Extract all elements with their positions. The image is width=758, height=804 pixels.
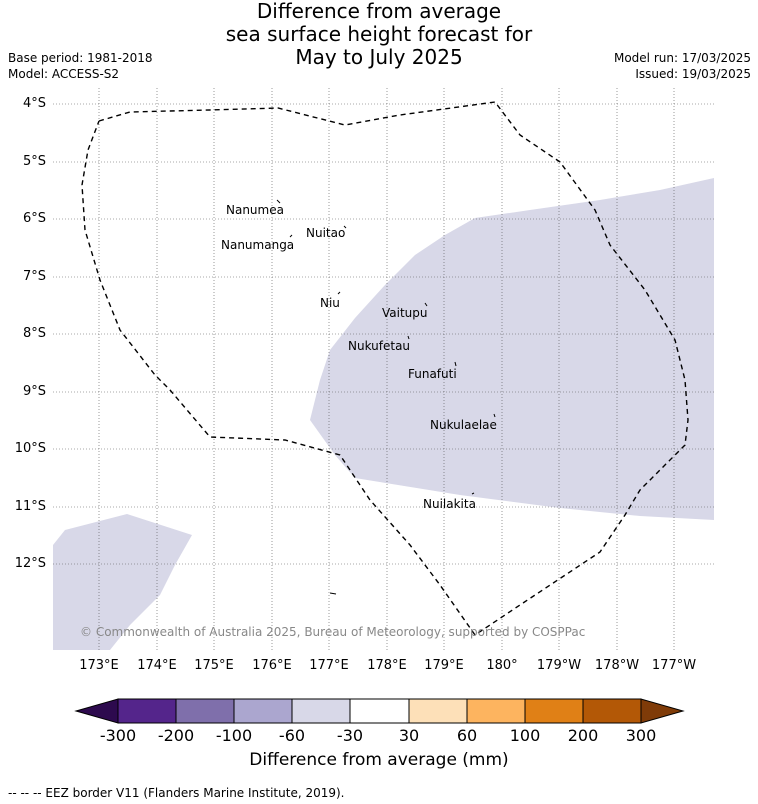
colorbar-tick: -300 xyxy=(99,726,137,745)
anomaly-region-east xyxy=(310,178,714,520)
colorbar-tick: 100 xyxy=(509,726,541,745)
lon-label-177w: 177°W xyxy=(651,658,697,673)
colorbar-tick: 300 xyxy=(625,726,657,745)
lon-label-174e: 174°E xyxy=(137,658,177,673)
place-vaitupu: Vaitupu xyxy=(382,306,428,320)
place-nukufetau: Nukufetau xyxy=(348,339,411,353)
colorbar-extend-high xyxy=(640,698,685,724)
colorbar-bin-1 xyxy=(117,698,177,724)
colorbar-tick: -60 xyxy=(278,726,306,745)
place-nanumea: Nanumea xyxy=(226,203,284,217)
colorbar-bin-3 xyxy=(233,698,293,724)
lon-label-177e: 177°E xyxy=(309,658,349,673)
colorbar-tick: -200 xyxy=(157,726,195,745)
island-marks xyxy=(276,199,496,595)
place-funafuti: Funafuti xyxy=(408,367,457,381)
lat-label-4s: 4°S xyxy=(22,96,46,111)
copyright-notice: © Commonwealth of Australia 2025, Bureau… xyxy=(80,625,586,639)
colorbar-bin-4 xyxy=(291,698,351,724)
gridlines xyxy=(53,88,714,650)
colorbar-bin-2 xyxy=(175,698,235,724)
lon-label-178w: 178°W xyxy=(594,658,640,673)
lon-label-179e: 179°E xyxy=(424,658,464,673)
lat-label-5s: 5°S xyxy=(22,154,46,169)
title-line-2: sea surface height forecast for xyxy=(225,22,533,46)
eez-legend-note: -- -- -- EEZ border V11 (Flanders Marine… xyxy=(8,786,345,800)
lon-label-180: 180° xyxy=(486,658,518,673)
place-nukulaelae: Nukulaelae xyxy=(430,418,497,432)
lat-label-10s: 10°S xyxy=(14,441,46,456)
lat-label-6s: 6°S xyxy=(22,211,46,226)
issued-date: Issued: 19/03/2025 xyxy=(635,67,751,81)
model-run: Model run: 17/03/2025 xyxy=(613,51,751,65)
lat-label-12s: 12°S xyxy=(14,556,46,571)
base-period: Base period: 1981-2018 xyxy=(8,51,153,65)
lon-label-178e: 178°E xyxy=(367,658,407,673)
colorbar-tick: 200 xyxy=(567,726,599,745)
lat-label-7s: 7°S xyxy=(22,269,46,284)
colorbar-tick: -100 xyxy=(215,726,253,745)
model-name: Model: ACCESS-S2 xyxy=(8,67,120,81)
place-nuitao: Nuitao xyxy=(306,226,346,240)
colorbar xyxy=(74,698,685,724)
title-line-3: May to July 2025 xyxy=(295,45,463,69)
title-line-1: Difference from average xyxy=(256,0,502,23)
colorbar-bin-7 xyxy=(466,698,526,724)
place-niu: Niu xyxy=(320,296,340,310)
colorbar-tick: -30 xyxy=(336,726,364,745)
lat-label-11s: 11°S xyxy=(14,499,46,514)
lon-label-175e: 175°E xyxy=(194,658,234,673)
colorbar-bin-5 xyxy=(349,698,410,724)
lon-label-179w: 179°W xyxy=(536,658,582,673)
lat-label-9s: 9°S xyxy=(22,384,46,399)
lat-label-8s: 8°S xyxy=(22,326,46,341)
colorbar-bin-6 xyxy=(408,698,468,724)
colorbar-bin-9 xyxy=(582,698,642,724)
place-nanumanga: Nanumanga xyxy=(221,238,295,252)
place-nuilakita: Nuilakita xyxy=(423,497,476,511)
colorbar-tick: 30 xyxy=(398,726,420,745)
colorbar-tick: 60 xyxy=(456,726,478,745)
lon-label-173e: 173°E xyxy=(79,658,119,673)
colorbar-extend-low xyxy=(74,698,119,724)
colorbar-bin-8 xyxy=(524,698,584,724)
colorbar-label: Difference from average (mm) xyxy=(249,750,509,770)
lon-label-176e: 176°E xyxy=(252,658,292,673)
